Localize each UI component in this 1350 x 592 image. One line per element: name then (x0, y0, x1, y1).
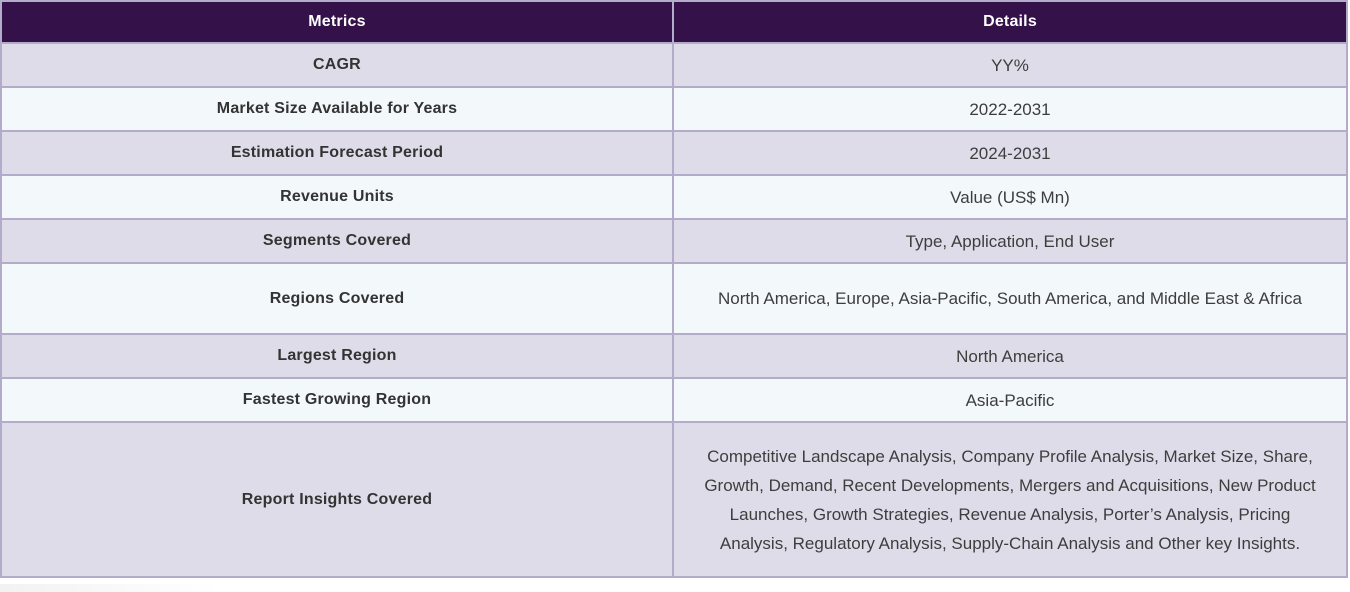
detail-cell: 2024-2031 (672, 130, 1348, 176)
table-row-cagr: CAGR YY% (0, 42, 1348, 88)
table-row-report-insights-covered: Report Insights Covered Competitive Land… (0, 421, 1348, 578)
table-row-estimation-forecast-period: Estimation Forecast Period 2024-2031 (0, 130, 1348, 176)
metric-cell: CAGR (0, 42, 674, 88)
metric-cell: Estimation Forecast Period (0, 130, 674, 176)
metric-cell: Market Size Available for Years (0, 86, 674, 132)
detail-cell: YY% (672, 42, 1348, 88)
report-scope-table: Metrics Details CAGR YY% Market Size Ava… (0, 0, 1348, 578)
metric-cell: Segments Covered (0, 218, 674, 264)
detail-cell: Value (US$ Mn) (672, 174, 1348, 220)
metric-cell: Fastest Growing Region (0, 377, 674, 423)
detail-cell: 2022-2031 (672, 86, 1348, 132)
header-row: Metrics Details (0, 0, 1348, 44)
detail-cell: Asia-Pacific (672, 377, 1348, 423)
metric-cell: Largest Region (0, 333, 674, 379)
metric-cell: Regions Covered (0, 262, 674, 335)
column-header-metrics: Metrics (0, 0, 674, 44)
detail-cell: North America, Europe, Asia-Pacific, Sou… (672, 262, 1348, 335)
table-row-regions-covered: Regions Covered North America, Europe, A… (0, 262, 1348, 335)
table-row-fastest-growing-region: Fastest Growing Region Asia-Pacific (0, 377, 1348, 423)
detail-cell: Competitive Landscape Analysis, Company … (672, 421, 1348, 578)
table-row-market-size-years: Market Size Available for Years 2022-203… (0, 86, 1348, 132)
column-header-details: Details (672, 0, 1348, 44)
detail-cell: Type, Application, End User (672, 218, 1348, 264)
metric-cell: Report Insights Covered (0, 421, 674, 578)
table-row-segments-covered: Segments Covered Type, Application, End … (0, 218, 1348, 264)
metric-cell: Revenue Units (0, 174, 674, 220)
detail-cell: North America (672, 333, 1348, 379)
table-row-largest-region: Largest Region North America (0, 333, 1348, 379)
bottom-strip (0, 584, 1350, 592)
table-row-revenue-units: Revenue Units Value (US$ Mn) (0, 174, 1348, 220)
